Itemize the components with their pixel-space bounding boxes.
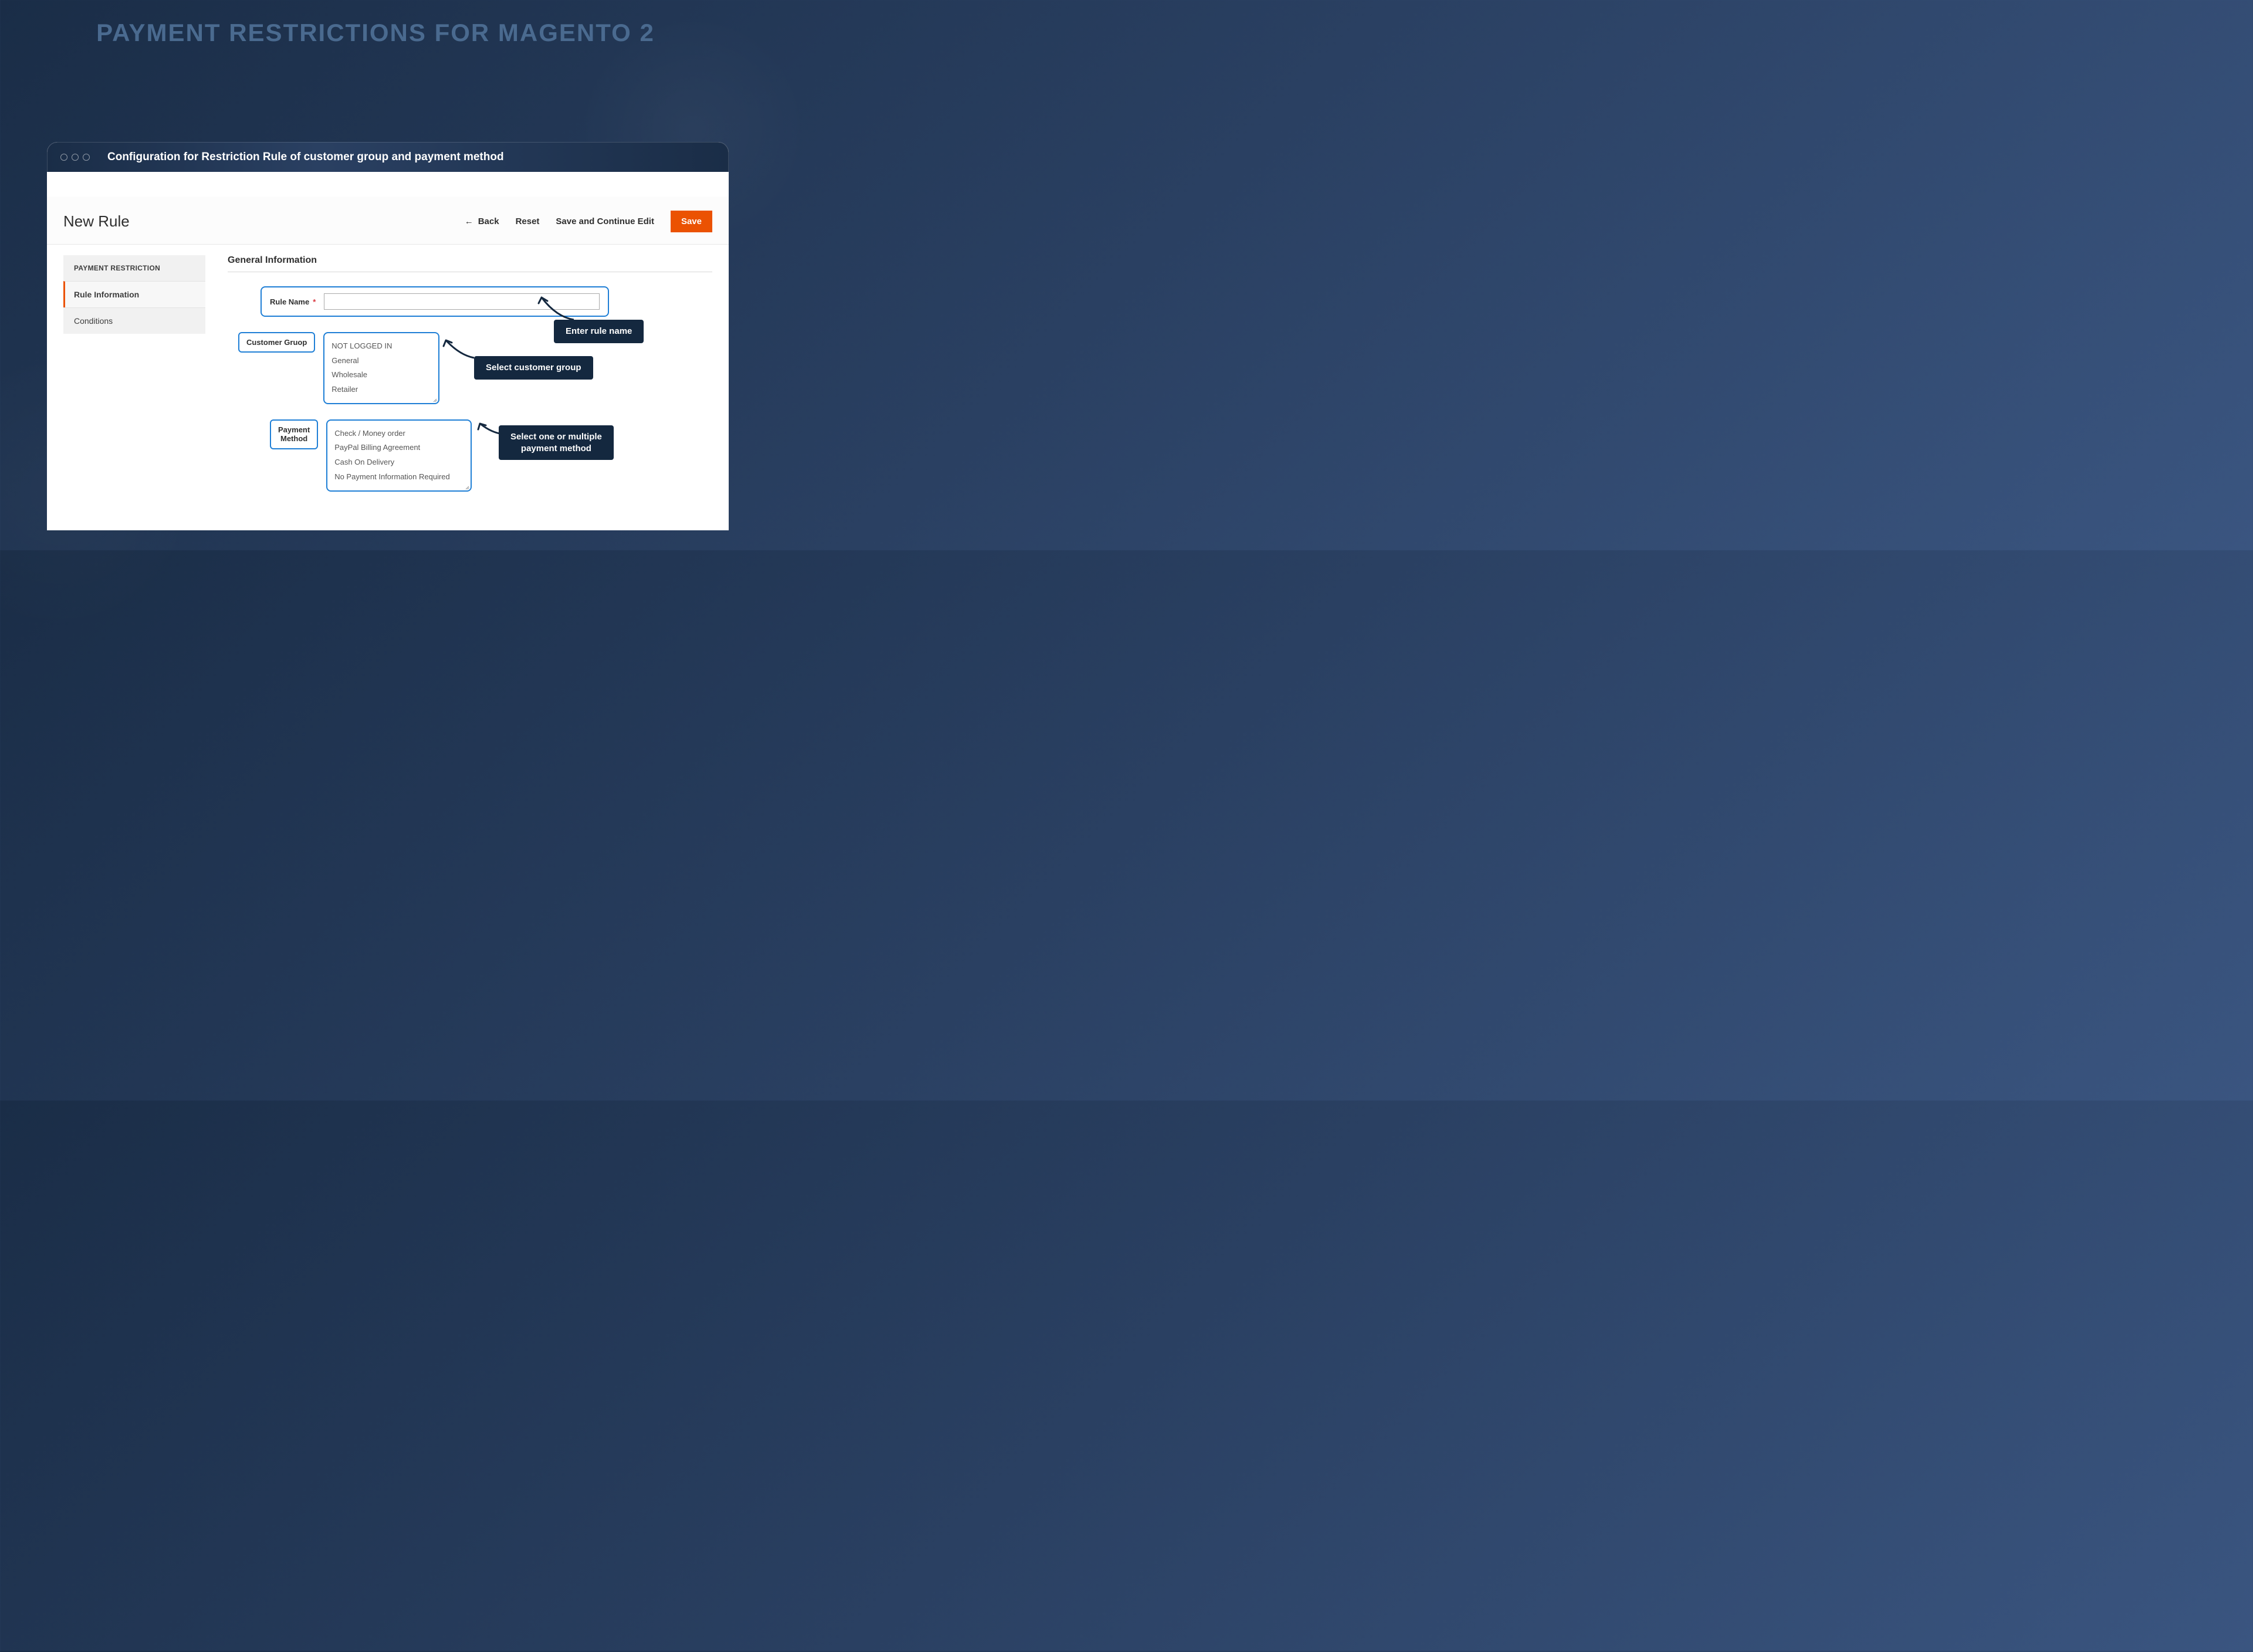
back-label: Back — [478, 216, 499, 226]
rule-name-label: Rule Name* — [270, 297, 316, 306]
traffic-lights — [60, 154, 90, 161]
traffic-dot-close[interactable] — [60, 154, 67, 161]
toolbar: New Rule ← Back Reset Save and Continue … — [47, 197, 729, 245]
browser-chrome: Configuration for Restriction Rule of cu… — [47, 142, 729, 172]
sidebar-item-label: Rule Information — [74, 290, 139, 299]
required-star: * — [313, 297, 316, 306]
chrome-title: Configuration for Restriction Rule of cu… — [107, 151, 504, 164]
cg-option[interactable]: General — [331, 354, 431, 368]
sidebar-item-label: Conditions — [74, 316, 113, 326]
resize-handle-icon[interactable] — [431, 396, 437, 402]
pm-option[interactable]: Cash On Delivery — [334, 455, 464, 470]
rule-name-highlight: Rule Name* — [261, 286, 609, 317]
sidebar: PAYMENT RESTRICTION Rule Information Con… — [63, 255, 205, 334]
browser-window: Configuration for Restriction Rule of cu… — [47, 142, 729, 530]
traffic-dot-maximize[interactable] — [83, 154, 90, 161]
reset-button[interactable]: Reset — [516, 216, 540, 226]
customer-group-label: Customer Gruop — [238, 332, 315, 353]
customer-group-select[interactable]: NOT LOGGED IN General Wholesale Retailer — [323, 332, 439, 404]
cg-option[interactable]: Wholesale — [331, 368, 431, 382]
pm-option[interactable]: Check / Money order — [334, 426, 464, 441]
callout-customer-group: Select customer group — [474, 356, 593, 380]
sidebar-item-conditions[interactable]: Conditions — [63, 307, 205, 334]
traffic-dot-minimize[interactable] — [72, 154, 79, 161]
sidebar-title: PAYMENT RESTRICTION — [63, 255, 205, 281]
back-button[interactable]: ← Back — [465, 216, 499, 226]
payment-method-select[interactable]: Check / Money order PayPal Billing Agree… — [326, 419, 472, 492]
pm-option[interactable]: No Payment Information Required — [334, 470, 464, 485]
page-title: New Rule — [63, 212, 130, 231]
resize-handle-icon[interactable] — [464, 483, 469, 489]
rule-name-input[interactable] — [324, 293, 600, 310]
section-title: General Information — [228, 255, 712, 272]
save-button[interactable]: Save — [671, 211, 712, 232]
cg-option[interactable]: Retailer — [331, 382, 431, 397]
arrow-left-icon: ← — [465, 216, 473, 226]
save-continue-button[interactable]: Save and Continue Edit — [556, 216, 654, 226]
pm-option[interactable]: PayPal Billing Agreement — [334, 441, 464, 455]
sidebar-item-rule-information[interactable]: Rule Information — [63, 281, 205, 307]
callout-payment-method: Select one or multiple payment method — [499, 425, 614, 460]
payment-method-label: PaymentMethod — [270, 419, 318, 449]
cg-option[interactable]: NOT LOGGED IN — [331, 339, 431, 354]
main-panel: General Information Rule Name* Customer … — [228, 255, 712, 507]
callout-rule-name: Enter rule name — [554, 320, 644, 343]
